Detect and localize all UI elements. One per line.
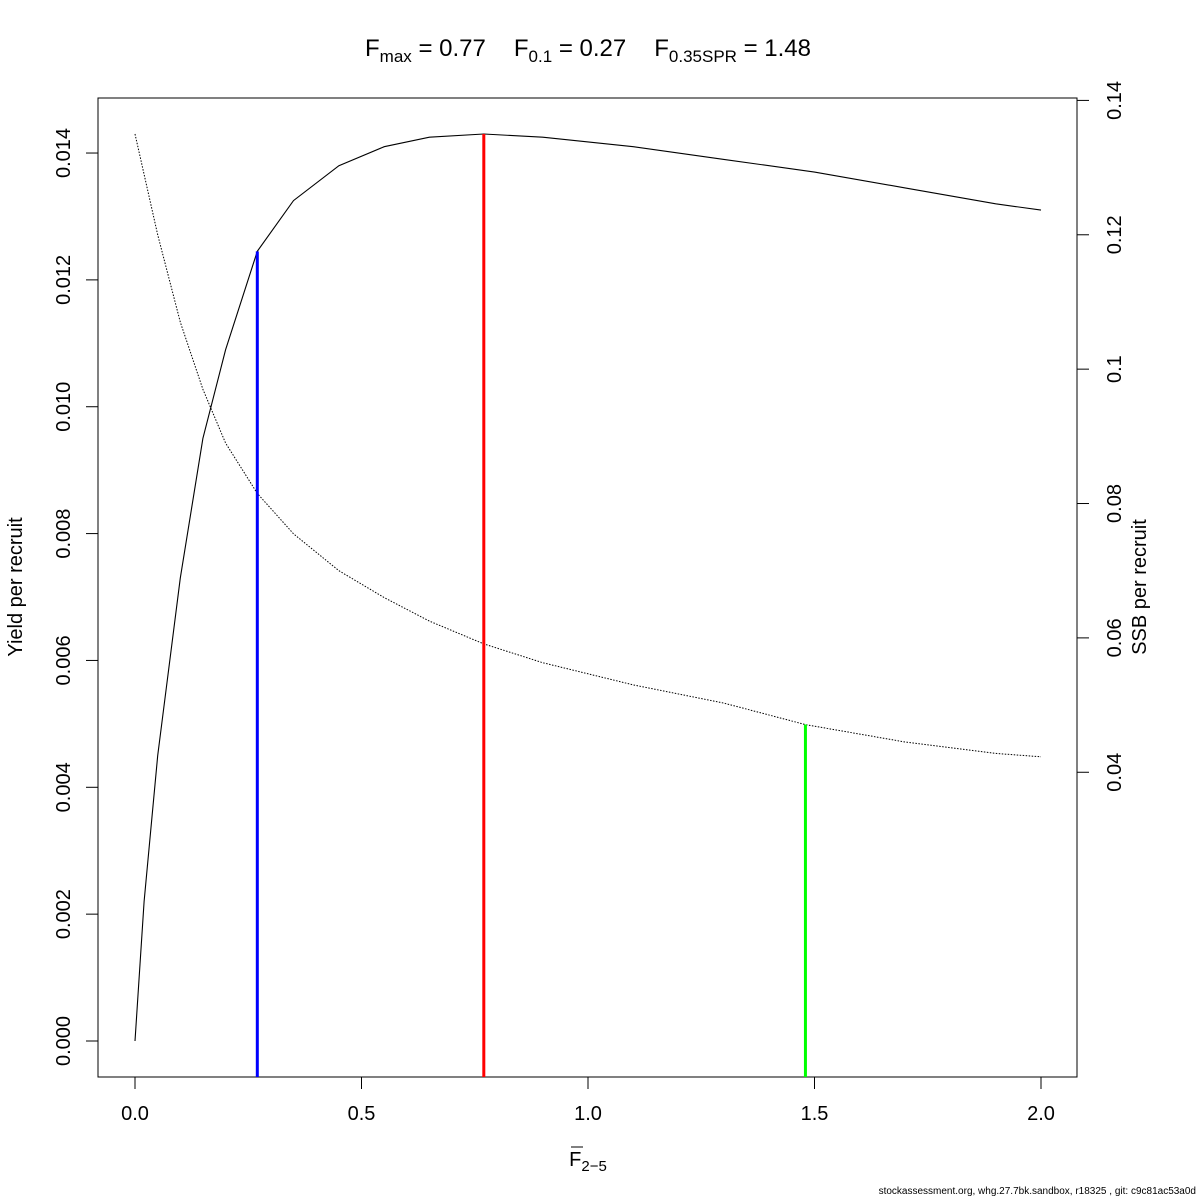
x-tick-label-4: 2.0 [1027, 1103, 1055, 1125]
title-symbol-2: F [654, 35, 669, 62]
x-axis-label-subscript: 2−5 [581, 1158, 606, 1175]
yield-per-recruit-line [134, 133, 1042, 1042]
y-tick-label-1: 0.002 [53, 889, 75, 939]
title-subscript-1: 0.1 [529, 47, 553, 66]
reference-lines [255, 134, 807, 1077]
x-tick-label-3: 1.5 [801, 1103, 829, 1125]
title-value-1: = 0.27 [552, 35, 626, 62]
x-axis: 0.0 0.5 1.0 1.5 2.0 [121, 1077, 1055, 1125]
title-symbol-1: F [514, 35, 529, 62]
x-axis-label-text: F2−5 [569, 1149, 607, 1175]
title-text: Fmax = 0.77 F0.1 = 0.27 F0.35SPR = 1.48 [365, 35, 811, 66]
title-symbol-0: F [365, 35, 380, 62]
y2-tick-label-1: 0.06 [1104, 618, 1126, 657]
y2-tick-label-2: 0.08 [1104, 484, 1126, 523]
x-axis-label: F2−5 [569, 1146, 607, 1175]
footer-text: stockassessment.org, whg.27.7bk.sandbox,… [878, 1186, 1196, 1197]
y2-tick-label-5: 0.14 [1104, 81, 1126, 120]
series-group [134, 133, 1042, 1042]
y-tick-label-3: 0.006 [53, 635, 75, 685]
x-tick-label-0: 0.0 [121, 1103, 149, 1125]
title-subscript-0: max [380, 47, 413, 66]
y-axis-right: 0.04 0.06 0.08 0.1 0.12 0.14 [1077, 81, 1126, 792]
y2-tick-label-3: 0.1 [1104, 355, 1126, 383]
x-tick-label-2: 1.0 [574, 1103, 602, 1125]
y-tick-label-2: 0.004 [53, 762, 75, 812]
y-tick-label-7: 0.014 [53, 128, 75, 178]
chart-title: Fmax = 0.77 F0.1 = 0.27 F0.35SPR = 1.48 [365, 35, 811, 66]
y-tick-label-0: 0.000 [53, 1016, 75, 1066]
title-value-2: = 1.48 [737, 35, 811, 62]
x-axis-label-symbol: F [569, 1149, 581, 1171]
y2-tick-label-0: 0.04 [1104, 753, 1126, 792]
title-value-0: = 0.77 [412, 35, 486, 62]
y-axis-label: Yield per recruit [5, 517, 27, 657]
y2-axis-label: SSB per recruit [1129, 519, 1151, 655]
y-tick-label-6: 0.012 [53, 255, 75, 305]
title-subscript-2: 0.35SPR [669, 47, 737, 66]
ssb-per-recruit-line [134, 133, 1042, 758]
y-tick-label-5: 0.010 [53, 382, 75, 432]
plot-frame [97, 97, 1078, 1078]
x-tick-label-1: 0.5 [348, 1103, 376, 1125]
y-tick-label-4: 0.008 [53, 509, 75, 559]
y2-tick-label-4: 0.12 [1104, 215, 1126, 254]
y-axis-left: 0.000 0.002 0.004 0.006 0.008 0.010 0.012 0.014 [53, 128, 98, 1066]
